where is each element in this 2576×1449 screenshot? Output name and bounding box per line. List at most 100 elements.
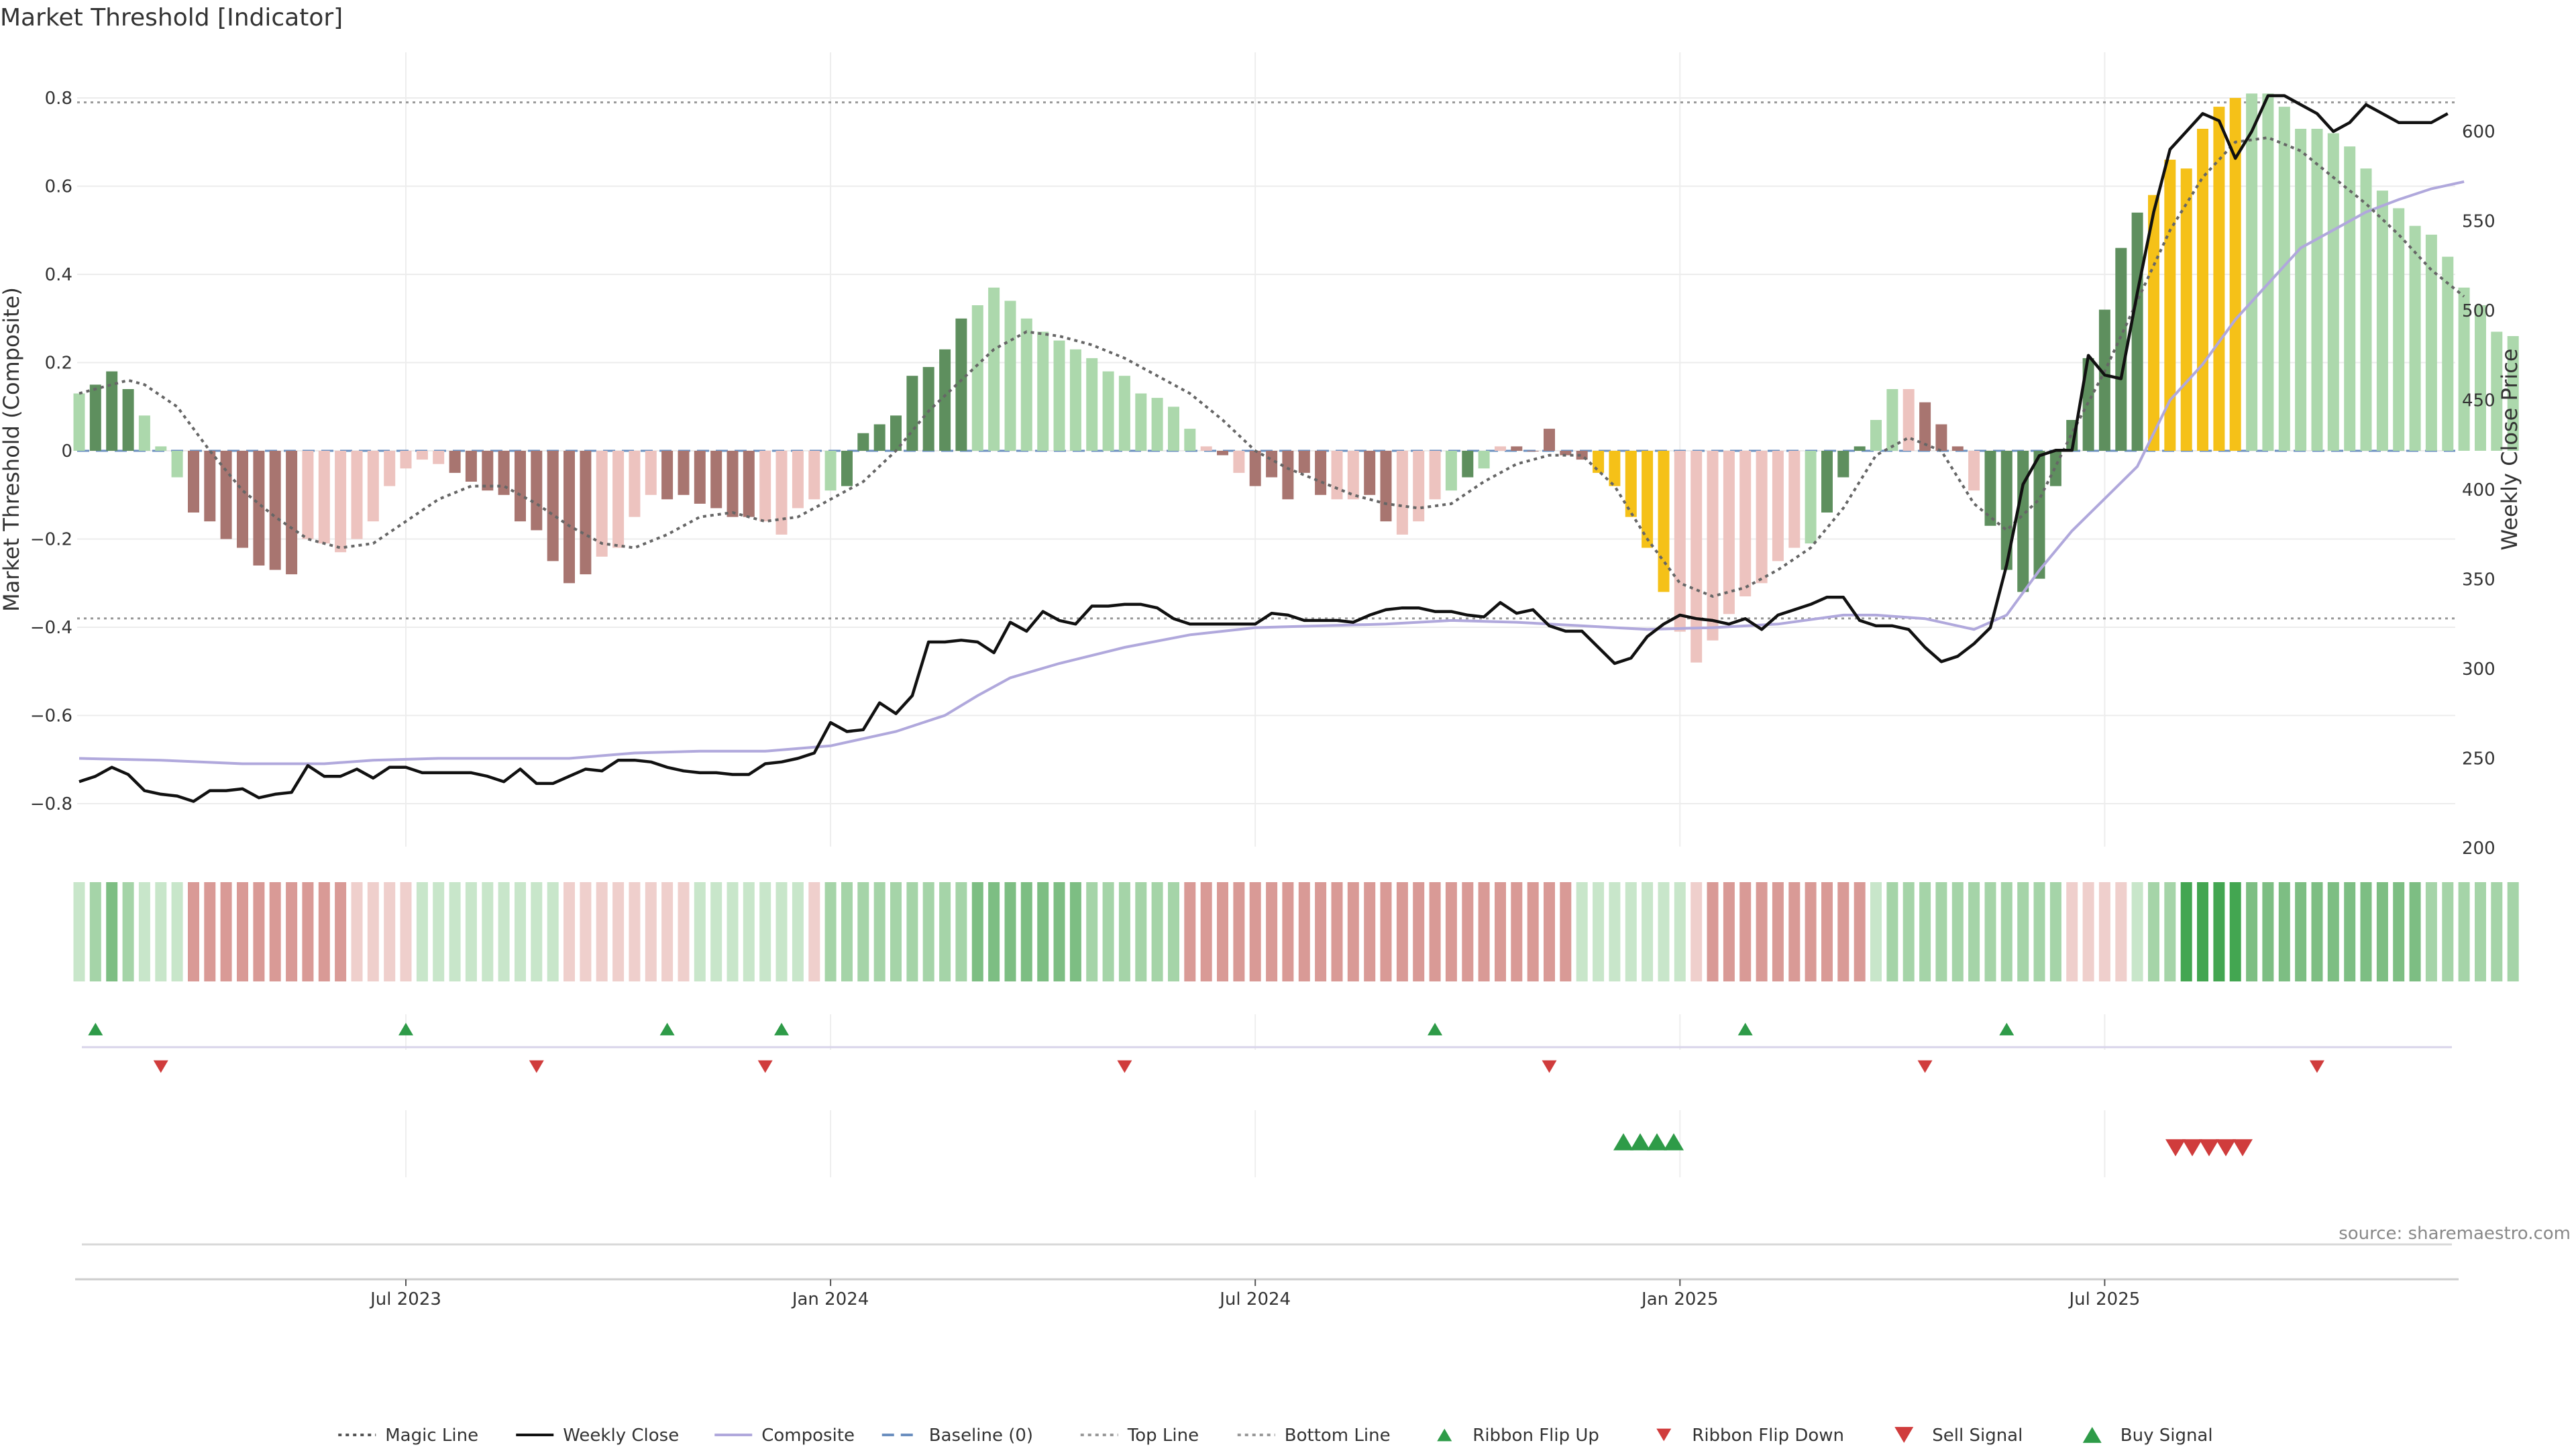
composite-bar xyxy=(1593,451,1605,473)
composite-bar xyxy=(2164,160,2176,451)
ribbon-cell xyxy=(2409,882,2421,981)
ribbon-cell xyxy=(2278,882,2290,981)
composite-bar xyxy=(2425,234,2437,451)
composite-bar xyxy=(2115,248,2127,451)
composite-bar xyxy=(400,451,412,469)
composite-bar xyxy=(1364,451,1376,495)
ribbon-cell xyxy=(890,882,902,981)
ribbon-cell xyxy=(1102,882,1114,981)
composite-bar xyxy=(2197,129,2208,451)
composite-bar xyxy=(1658,451,1670,592)
ribbon-cell xyxy=(286,882,298,981)
y-tick-right: 200 xyxy=(2462,839,2496,859)
ribbon-cell xyxy=(2458,882,2470,981)
ribbon-cell xyxy=(1478,882,1490,981)
composite-bar xyxy=(433,451,445,464)
ribbon-cell xyxy=(449,882,461,981)
y-tick-left: 0.8 xyxy=(45,89,72,109)
composite-bar xyxy=(2393,208,2405,451)
ribbon-cell xyxy=(515,882,526,981)
ribbon-cell xyxy=(1200,882,1212,981)
ribbon-flip-up-marker xyxy=(1999,1022,2015,1036)
y-tick-left: 0.6 xyxy=(45,177,72,197)
composite-bar xyxy=(1642,451,1654,548)
composite-bar xyxy=(1037,331,1049,451)
composite-bar xyxy=(955,318,967,451)
ribbon-flip-down-marker xyxy=(1917,1060,1933,1073)
ribbon-cell xyxy=(2262,882,2274,981)
ribbon-cell xyxy=(2475,882,2486,981)
ribbon-cell xyxy=(1249,882,1261,981)
y-tick-right: 400 xyxy=(2462,480,2496,500)
composite-bar xyxy=(661,451,674,500)
ribbon-cell xyxy=(1053,882,1065,981)
ribbon-cell xyxy=(743,882,755,981)
ribbon-cell xyxy=(792,882,804,981)
x-tick-label: Jan 2025 xyxy=(1640,1289,1719,1309)
source-note: source: sharemaestro.com xyxy=(2339,1224,2571,1244)
composite-bar xyxy=(1478,451,1490,469)
ribbon-cell xyxy=(2082,882,2094,981)
composite-bar xyxy=(367,451,379,522)
ribbon-cell xyxy=(645,882,657,981)
composite-bar xyxy=(759,451,771,522)
composite-bar xyxy=(2360,168,2372,451)
ribbon-cell xyxy=(580,882,592,981)
ribbon-cell xyxy=(629,882,641,981)
legend-label: Ribbon Flip Up xyxy=(1472,1426,1599,1446)
y-tick-right: 300 xyxy=(2462,659,2496,680)
composite-bar xyxy=(824,451,837,491)
ribbon-cell xyxy=(906,882,918,981)
ribbon-cell xyxy=(2017,882,2029,981)
x-tick-label: Jul 2025 xyxy=(2068,1289,2140,1309)
composite-bar xyxy=(1788,451,1801,548)
ribbon-flip-up-marker xyxy=(659,1022,675,1036)
ribbon-cell xyxy=(1413,882,1425,981)
ribbon-cell xyxy=(2164,882,2176,981)
ribbon-cell xyxy=(2376,882,2388,981)
ribbon-cell xyxy=(2131,882,2143,981)
y-tick-right: 350 xyxy=(2462,570,2496,590)
ribbon-cell xyxy=(416,882,428,981)
ribbon-cell xyxy=(2229,882,2241,981)
composite-bar xyxy=(1118,376,1130,451)
ribbon-cell xyxy=(1951,882,1964,981)
legend-swatch-marker xyxy=(2082,1427,2102,1443)
legend-item: Top Line xyxy=(1080,1426,1199,1446)
ribbon-flip-up-marker xyxy=(1737,1022,1753,1036)
composite-bar xyxy=(498,451,510,495)
ribbon-cell xyxy=(1870,882,1882,981)
composite-bar xyxy=(841,451,853,486)
ribbon-cell xyxy=(775,882,788,981)
ribbon-cell xyxy=(2246,882,2258,981)
composite-bar xyxy=(482,451,494,491)
composite-bar xyxy=(2049,451,2061,486)
composite-bar xyxy=(1625,451,1637,517)
composite-bar xyxy=(531,451,543,531)
ribbon-cell xyxy=(2491,882,2503,981)
composite-bar xyxy=(1690,451,1703,663)
ribbon-cell xyxy=(2327,882,2339,981)
ribbon-flip-down-marker xyxy=(757,1060,773,1073)
composite-bar xyxy=(1739,451,1752,596)
composite-bar xyxy=(1298,451,1310,473)
ribbon-cell xyxy=(1560,882,1572,981)
composite-bar xyxy=(122,389,134,451)
ribbon-flip-up-marker xyxy=(398,1022,413,1036)
legend-label: Composite xyxy=(761,1426,855,1446)
composite-bar xyxy=(1772,451,1784,561)
ribbon-cell xyxy=(89,882,101,981)
ribbon-cell xyxy=(2295,882,2307,981)
signal-markers xyxy=(75,1022,2459,1281)
ribbon-cell xyxy=(710,882,722,981)
ribbon-cell xyxy=(1625,882,1637,981)
ribbon-cell xyxy=(433,882,445,981)
composite-bar xyxy=(1086,358,1098,451)
y-tick-left: −0.4 xyxy=(30,618,72,638)
ribbon-cell xyxy=(971,882,983,981)
composite-bar xyxy=(1707,451,1719,641)
composite-bar xyxy=(2475,305,2486,451)
composite-bar xyxy=(220,451,232,539)
ribbon-cell xyxy=(857,882,869,981)
ribbon-cell xyxy=(1462,882,1474,981)
